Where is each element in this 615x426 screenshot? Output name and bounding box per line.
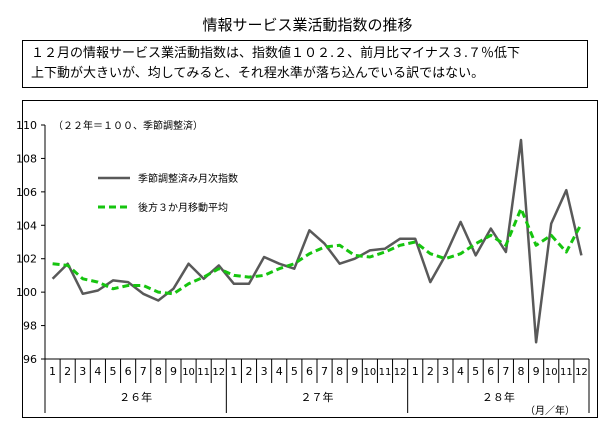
x-tick-label: 6 <box>125 365 132 378</box>
x-tick-label: 10 <box>364 367 377 378</box>
x-tick-label: 4 <box>94 365 101 378</box>
x-tick-label: 3 <box>79 365 86 378</box>
year-group-label: ２７年 <box>301 390 334 404</box>
summary-box: １２月の情報サービス業活動指数は、指数値１０２.２、前月比マイナス３.７％低下 … <box>22 40 588 88</box>
x-tick-label: 9 <box>351 365 358 378</box>
x-tick-label: 3 <box>261 365 268 378</box>
legend-label: 季節調整済み月次指数 <box>138 172 238 185</box>
x-tick-label: 1 <box>230 365 237 378</box>
summary-line-1: １２月の情報サービス業活動指数は、指数値１０２.２、前月比マイナス３.７％低下 <box>31 46 521 61</box>
series-line-moving-average <box>52 207 583 296</box>
x-tick-label: 10 <box>545 367 558 378</box>
x-tick-label: 9 <box>533 365 540 378</box>
chart-frame <box>22 100 598 418</box>
x-tick-label: 9 <box>170 365 177 378</box>
x-tick-label: 5 <box>291 365 298 378</box>
x-tick-label: 7 <box>502 365 509 378</box>
x-tick-label: 8 <box>155 365 162 378</box>
y-tick-label: 110 <box>16 119 37 132</box>
x-tick-label: 12 <box>575 367 588 378</box>
x-tick-label: 5 <box>110 365 117 378</box>
x-tick-label: 11 <box>379 367 392 378</box>
x-tick-label: 7 <box>321 365 328 378</box>
x-tick-label: 12 <box>212 367 225 378</box>
x-tick-label: 5 <box>472 365 479 378</box>
page-title: 情報サービス業活動指数の推移 <box>202 16 413 34</box>
y-tick-label: 98 <box>23 320 37 333</box>
y-tick-label: 106 <box>16 186 37 199</box>
x-tick-label: 2 <box>427 365 434 378</box>
x-tick-label: 3 <box>442 365 449 378</box>
x-tick-label: 12 <box>394 367 407 378</box>
x-tick-label: 10 <box>182 367 195 378</box>
x-tick-label: 11 <box>560 367 573 378</box>
x-tick-label: 8 <box>518 365 525 378</box>
y-tick-label: 100 <box>16 286 37 299</box>
x-tick-label: 1 <box>412 365 419 378</box>
y-tick-label: 108 <box>16 152 37 165</box>
x-tick-label: 8 <box>336 365 343 378</box>
year-group-label: ２６年 <box>119 390 152 404</box>
x-tick-label: 11 <box>197 367 210 378</box>
year-group-label: ２８年 <box>482 390 515 404</box>
y-tick-label: 102 <box>16 253 37 266</box>
x-tick-label: 6 <box>306 365 313 378</box>
unit-note: （月／年） <box>525 404 575 417</box>
x-tick-label: 7 <box>140 365 147 378</box>
x-tick-label: 2 <box>246 365 253 378</box>
y-tick-label: 96 <box>23 353 37 366</box>
legend-label: 後方３か月移動平均 <box>138 201 228 214</box>
x-tick-label: 4 <box>276 365 283 378</box>
y-tick-label: 104 <box>16 219 37 232</box>
x-tick-label: 6 <box>487 365 494 378</box>
series-line-monthly-index <box>51 138 583 344</box>
x-tick-label: 4 <box>457 365 464 378</box>
base-note: （２２年＝１００、季節調整済） <box>53 119 203 132</box>
x-tick-label: 1 <box>49 365 56 378</box>
summary-line-2: 上下動が大きいが、均してみると、それ程水準が落ち込んでいる訳ではない。 <box>31 66 485 81</box>
x-tick-label: 2 <box>64 365 71 378</box>
